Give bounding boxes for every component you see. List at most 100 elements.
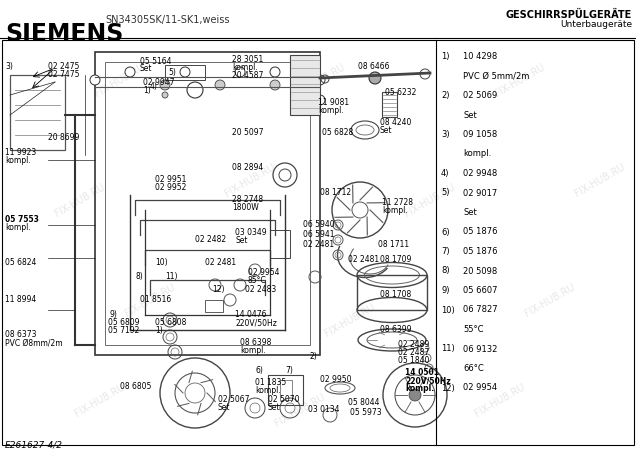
Text: 05 5164: 05 5164 <box>140 57 172 66</box>
Text: 7): 7) <box>441 247 450 256</box>
Bar <box>280 380 292 400</box>
Text: SN34305SK/11-SK1,weiss: SN34305SK/11-SK1,weiss <box>105 15 230 25</box>
Text: FIX-HUB.RU: FIX-HUB.RU <box>293 62 347 99</box>
Text: FIX-HUB.RU: FIX-HUB.RU <box>53 182 107 218</box>
Circle shape <box>270 67 280 77</box>
Text: FIX-HUB.RU: FIX-HUB.RU <box>93 62 147 99</box>
Text: 6): 6) <box>255 366 263 375</box>
Text: 05 8044: 05 8044 <box>348 398 380 407</box>
Text: 05 6809: 05 6809 <box>108 318 139 327</box>
Text: 06 9132: 06 9132 <box>463 345 497 354</box>
Bar <box>95 52 320 355</box>
Text: 01 1835: 01 1835 <box>255 378 286 387</box>
Text: Set: Set <box>268 403 280 412</box>
Text: FIX-HUB.RU: FIX-HUB.RU <box>573 162 627 198</box>
Bar <box>268 375 303 405</box>
Text: 02 2483: 02 2483 <box>245 285 276 294</box>
Text: 3): 3) <box>441 130 450 139</box>
Text: 05 6808: 05 6808 <box>155 318 186 327</box>
Text: FIX-HUB.RU: FIX-HUB.RU <box>403 182 457 218</box>
Text: FIX-HUB.RU: FIX-HUB.RU <box>123 282 177 319</box>
Text: 06 5941: 06 5941 <box>303 230 335 239</box>
Text: Set: Set <box>218 403 230 412</box>
Circle shape <box>160 80 170 90</box>
Circle shape <box>270 80 280 90</box>
Text: 02 2475: 02 2475 <box>48 62 80 71</box>
Text: 08 6805: 08 6805 <box>120 382 151 391</box>
Circle shape <box>90 75 100 85</box>
Text: 02 5067: 02 5067 <box>218 395 249 404</box>
Text: 02 5069: 02 5069 <box>463 91 497 100</box>
Text: 08 6398: 08 6398 <box>240 338 272 347</box>
Text: kompl.: kompl. <box>5 223 31 232</box>
Text: 08 2894: 08 2894 <box>232 163 263 172</box>
Text: 11): 11) <box>165 272 177 281</box>
Text: 2): 2) <box>441 91 450 100</box>
Text: 2): 2) <box>310 352 318 361</box>
Circle shape <box>215 80 225 90</box>
Text: 28 3051: 28 3051 <box>232 55 263 64</box>
Text: 220V/50Hz: 220V/50Hz <box>405 376 451 385</box>
Bar <box>270 230 290 258</box>
Text: 4): 4) <box>441 169 450 178</box>
Text: FIX-HUB.RU: FIX-HUB.RU <box>493 62 547 99</box>
Text: 10): 10) <box>155 258 168 267</box>
Text: 11 9081: 11 9081 <box>318 98 349 107</box>
Text: 1800W: 1800W <box>232 203 259 212</box>
Bar <box>105 62 310 345</box>
Text: kompl.: kompl. <box>255 386 280 395</box>
Circle shape <box>180 67 190 77</box>
Text: 20 8699: 20 8699 <box>48 133 80 142</box>
Text: 09 1058: 09 1058 <box>463 130 497 139</box>
Text: 12): 12) <box>441 383 455 392</box>
Text: 02 7475: 02 7475 <box>48 70 80 79</box>
Text: 1): 1) <box>441 52 450 61</box>
Text: kompl.: kompl. <box>5 156 31 165</box>
Text: 220V/50Hz: 220V/50Hz <box>235 318 277 327</box>
Text: 02 2481: 02 2481 <box>348 255 379 264</box>
Text: 08 1709: 08 1709 <box>380 255 411 264</box>
Bar <box>165 65 205 80</box>
Text: 3): 3) <box>5 62 13 71</box>
Text: 05 1840: 05 1840 <box>398 356 429 365</box>
Text: 6): 6) <box>441 228 450 237</box>
Text: 05 1876: 05 1876 <box>463 247 497 256</box>
Bar <box>205 300 223 312</box>
Text: Set: Set <box>380 126 392 135</box>
Text: 8): 8) <box>441 266 450 275</box>
Circle shape <box>409 389 421 401</box>
Text: 1): 1) <box>143 86 151 95</box>
Text: 05 7192: 05 7192 <box>108 326 139 335</box>
Bar <box>10 75 65 150</box>
Text: 01 8516: 01 8516 <box>140 295 171 304</box>
Text: 08 6373: 08 6373 <box>5 330 36 339</box>
Text: 02 9954: 02 9954 <box>248 268 279 277</box>
Text: 02 9950: 02 9950 <box>320 375 352 384</box>
Text: 05 7553: 05 7553 <box>5 215 39 224</box>
Text: 55°C: 55°C <box>463 325 483 334</box>
Text: 08 6399: 08 6399 <box>380 325 411 334</box>
Text: 03 0349: 03 0349 <box>235 228 266 237</box>
Text: 5): 5) <box>441 189 450 198</box>
Text: 06 5940: 06 5940 <box>303 220 335 229</box>
Text: 8): 8) <box>135 272 142 281</box>
Text: 66°C: 66°C <box>463 364 484 373</box>
Text: 02 2489: 02 2489 <box>398 340 429 349</box>
Text: E261627-4/2: E261627-4/2 <box>5 440 63 449</box>
Text: 02 9017: 02 9017 <box>463 189 497 198</box>
Circle shape <box>315 75 325 85</box>
Text: 20 4587: 20 4587 <box>232 71 263 80</box>
Text: Set: Set <box>463 111 477 120</box>
Text: 02 9947: 02 9947 <box>143 78 174 87</box>
Text: 11 8994: 11 8994 <box>5 295 36 304</box>
Text: kompl.: kompl. <box>318 106 343 115</box>
Text: 11 2728: 11 2728 <box>382 198 413 207</box>
Text: 02 9948: 02 9948 <box>463 169 497 178</box>
Text: 11 9923: 11 9923 <box>5 148 36 157</box>
Text: 02 9952: 02 9952 <box>155 183 186 192</box>
Text: 02 9951: 02 9951 <box>155 175 186 184</box>
Text: 10 4298: 10 4298 <box>463 52 497 61</box>
Text: 20 5097: 20 5097 <box>232 128 263 137</box>
Text: 14 0476: 14 0476 <box>235 310 266 319</box>
Text: 7): 7) <box>285 366 293 375</box>
